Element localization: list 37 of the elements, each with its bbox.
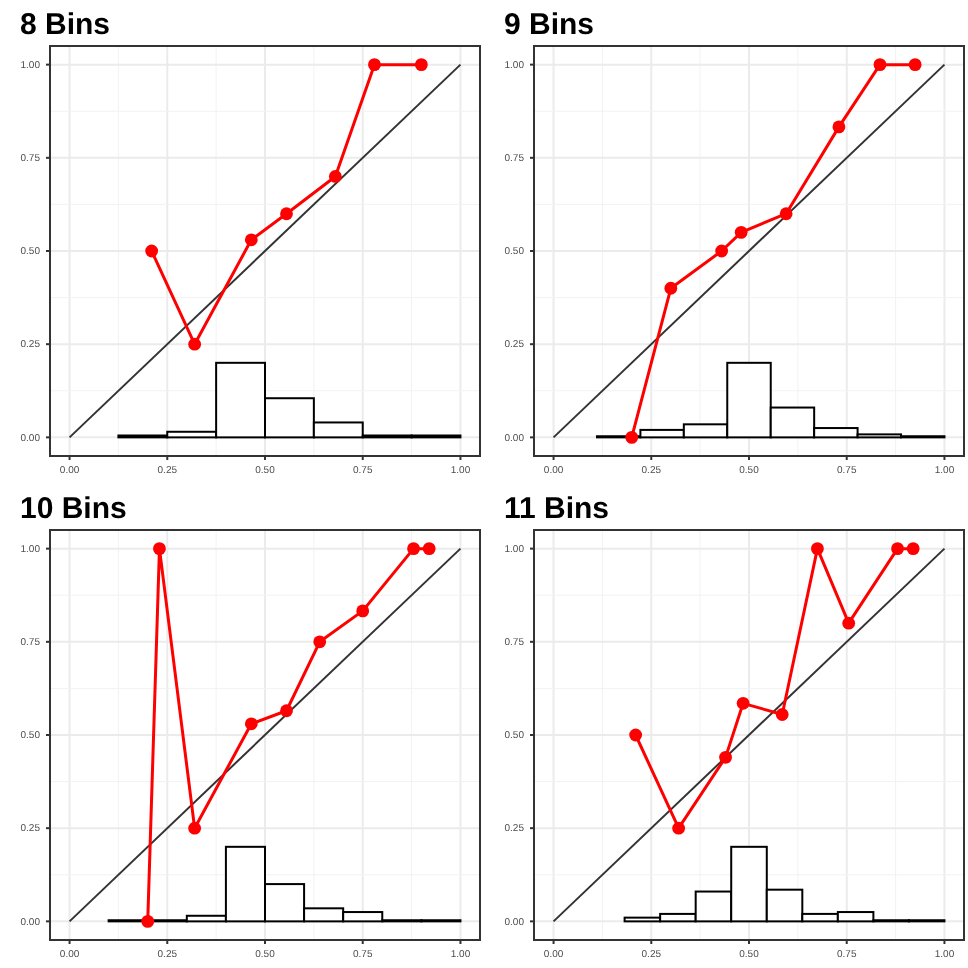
point [280, 704, 293, 718]
point [715, 244, 729, 258]
point [328, 170, 342, 183]
chart-title: 10 Bins [20, 492, 127, 526]
point [779, 207, 793, 221]
point [736, 696, 750, 710]
point [280, 207, 293, 221]
point [153, 542, 166, 556]
point [141, 914, 155, 928]
point [244, 717, 258, 731]
point [407, 542, 420, 556]
point [775, 708, 789, 721]
point [832, 120, 846, 134]
point [188, 337, 202, 351]
point [908, 58, 922, 72]
point [664, 281, 678, 295]
point [873, 58, 887, 72]
point [188, 821, 202, 835]
point [672, 821, 686, 835]
point [842, 616, 856, 630]
point [811, 542, 824, 556]
point [414, 58, 428, 72]
point [719, 750, 732, 764]
point [145, 244, 159, 258]
chart-title: 9 Bins [504, 8, 595, 42]
point [891, 542, 904, 556]
point [313, 635, 327, 649]
chart-title: 11 Bins [504, 492, 610, 526]
chart-title: 8 Bins [20, 8, 111, 42]
point [244, 233, 258, 247]
point [422, 542, 436, 556]
point [625, 430, 639, 444]
point [356, 604, 370, 618]
point [368, 58, 381, 72]
point [629, 728, 643, 742]
point [734, 225, 748, 239]
point [906, 542, 920, 556]
